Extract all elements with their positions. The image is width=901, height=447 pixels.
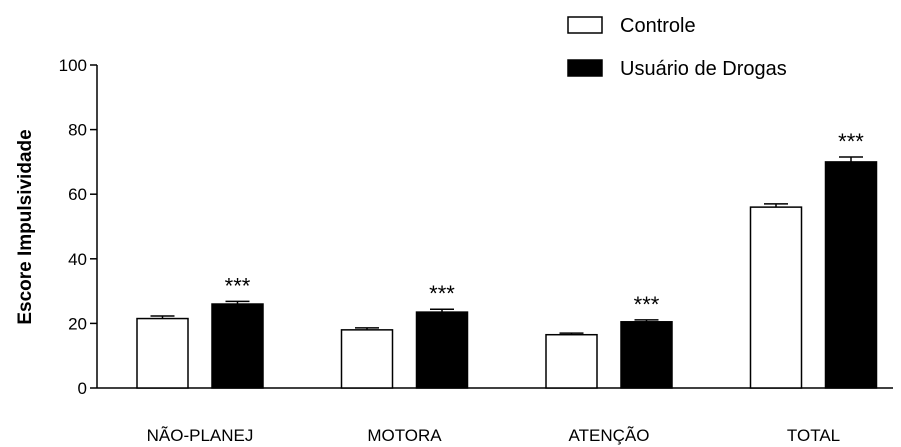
legend-swatch [567, 16, 603, 34]
y-tick-label: 60 [68, 185, 87, 204]
x-tick-label: ATENÇÃO [569, 426, 650, 445]
y-tick-label: 20 [68, 314, 87, 333]
bar [824, 161, 878, 389]
significance-label: *** [838, 129, 864, 154]
bar [749, 206, 803, 389]
bars: NÃO-PLANEJ MOTORA ATENÇÃO TOTAL *** *** *** *** [136, 129, 878, 445]
y-tick-label: 40 [68, 250, 87, 269]
y-tick-label: 100 [59, 56, 87, 75]
bar [415, 311, 469, 389]
bar [340, 329, 394, 389]
legend-label: Controle [620, 15, 696, 37]
bar [620, 321, 673, 389]
x-tick-label: NÃO-PLANEJ [147, 426, 254, 445]
y-tick-label: 0 [78, 379, 87, 398]
legend: Controle Usuário de Drogas [567, 15, 787, 80]
x-tick-label: TOTAL [787, 426, 840, 445]
bar [211, 303, 264, 389]
bar [136, 317, 189, 389]
significance-label: *** [225, 273, 251, 298]
significance-label: *** [634, 292, 660, 317]
y-axis-label: Escore Impulsividade [15, 129, 36, 324]
y-tick-label: 80 [68, 121, 87, 140]
bar [545, 333, 598, 389]
x-tick-label: MOTORA [367, 426, 442, 445]
legend-label: Usuário de Drogas [620, 58, 787, 80]
legend-swatch [567, 59, 603, 77]
significance-label: *** [429, 281, 455, 306]
